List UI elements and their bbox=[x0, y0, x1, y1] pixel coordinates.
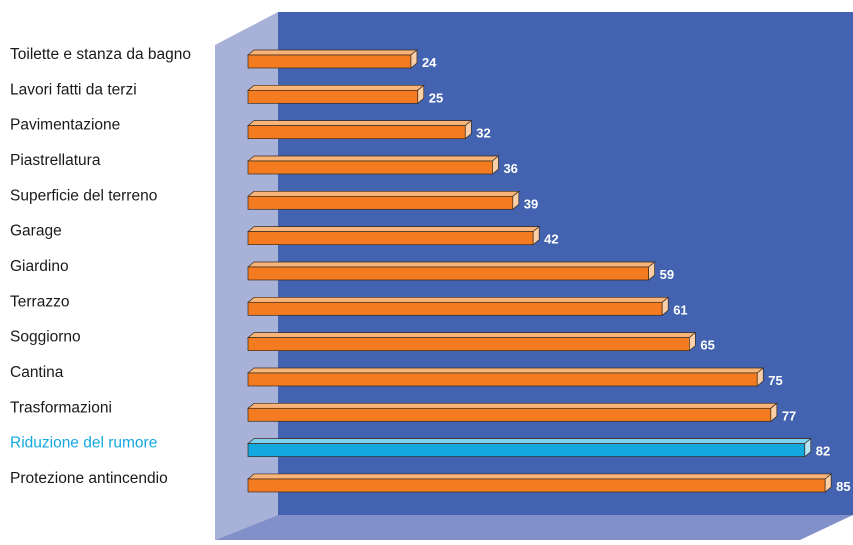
category-labels-group: Toilette e stanza da bagno Lavori fatti d… bbox=[10, 46, 191, 487]
floor bbox=[215, 515, 853, 540]
bar-end-face bbox=[512, 190, 520, 211]
category-label: Cantina bbox=[10, 364, 64, 381]
bar-front-face bbox=[247, 372, 758, 387]
data-label: 24 bbox=[422, 55, 437, 70]
bar-top-face bbox=[247, 226, 541, 232]
category-label: Piastrellatura bbox=[10, 152, 101, 169]
bar-front-face bbox=[247, 301, 663, 316]
bar-6 bbox=[247, 225, 541, 246]
category-label: Soggiorno bbox=[10, 329, 81, 346]
data-label: 42 bbox=[544, 232, 558, 247]
category-label: Toilette e stanza da bagno bbox=[10, 46, 191, 63]
bar-front-face bbox=[247, 443, 806, 457]
category-label: Riduzione del rumore bbox=[10, 435, 157, 452]
data-label: 77 bbox=[782, 408, 796, 423]
data-label: 39 bbox=[524, 196, 538, 211]
data-label: 59 bbox=[660, 267, 674, 282]
bars-group: 24 25 32 36 39 42 59 61 65 75 77 82 85 bbox=[247, 49, 851, 494]
bar-front-face bbox=[247, 160, 493, 175]
data-label: 65 bbox=[700, 338, 714, 353]
bar-end-face bbox=[804, 437, 812, 458]
data-label: 75 bbox=[768, 373, 782, 388]
bar-2 bbox=[247, 84, 425, 105]
data-label: 82 bbox=[816, 444, 830, 459]
data-label: 32 bbox=[476, 126, 490, 141]
bar-end-face bbox=[661, 296, 669, 317]
bar-end-face bbox=[756, 367, 764, 387]
data-label: 36 bbox=[503, 161, 517, 176]
bar-end-face bbox=[410, 49, 418, 69]
bar-front-face bbox=[247, 195, 514, 210]
bar-end-face bbox=[770, 402, 778, 423]
category-label: Superficie del terreno bbox=[10, 187, 157, 204]
data-label: 25 bbox=[429, 90, 443, 105]
bar-8 bbox=[247, 296, 670, 317]
bar-front-face bbox=[247, 54, 412, 69]
data-label: 61 bbox=[673, 302, 687, 317]
bar-end-face bbox=[648, 261, 655, 281]
bar-end-face bbox=[464, 119, 472, 140]
bar-front-face bbox=[247, 337, 690, 351]
bar-9 bbox=[247, 331, 697, 352]
category-label: Garage bbox=[10, 223, 62, 240]
bar-top-face bbox=[247, 190, 520, 197]
bar-top-face bbox=[247, 84, 425, 91]
bar-top-face bbox=[247, 438, 812, 444]
bar-top-face bbox=[247, 367, 765, 374]
bar-10 bbox=[247, 367, 765, 387]
bar-front-face bbox=[247, 231, 534, 245]
bar-top-face bbox=[247, 402, 778, 409]
category-label: Pavimentazione bbox=[10, 117, 120, 134]
category-label: Trasformazioni bbox=[10, 399, 112, 416]
bar-13 bbox=[247, 473, 833, 493]
bar-top-face bbox=[247, 120, 473, 127]
bar-front-face bbox=[247, 125, 466, 140]
bar-12 bbox=[247, 437, 812, 458]
bar-top-face bbox=[247, 473, 833, 480]
bar-end-face bbox=[532, 225, 540, 246]
bar-top-face bbox=[247, 155, 500, 162]
bar-4 bbox=[247, 155, 500, 175]
bar-front-face bbox=[247, 89, 419, 104]
bar-1 bbox=[247, 49, 418, 69]
category-label: Protezione antincendio bbox=[10, 470, 168, 487]
bar-end-face bbox=[492, 155, 499, 175]
bar-top-face bbox=[247, 332, 697, 338]
bar-top-face bbox=[247, 261, 656, 268]
bar-7 bbox=[247, 261, 656, 281]
bar-end-face bbox=[824, 473, 832, 493]
bar-front-face bbox=[247, 478, 826, 493]
bar-5 bbox=[247, 190, 520, 211]
bar-front-face bbox=[247, 266, 649, 281]
category-label: Giardino bbox=[10, 258, 69, 275]
bar-end-face bbox=[688, 331, 696, 352]
category-label: Terrazzo bbox=[10, 293, 69, 310]
bar-top-face bbox=[247, 49, 418, 56]
category-label: Lavori fatti da terzi bbox=[10, 81, 137, 98]
data-label: 85 bbox=[836, 479, 850, 494]
bar-3 bbox=[247, 119, 473, 140]
bar-front-face bbox=[247, 407, 772, 422]
bar-top-face bbox=[247, 296, 670, 303]
bar-11 bbox=[247, 402, 778, 423]
bar-end-face bbox=[417, 84, 425, 105]
